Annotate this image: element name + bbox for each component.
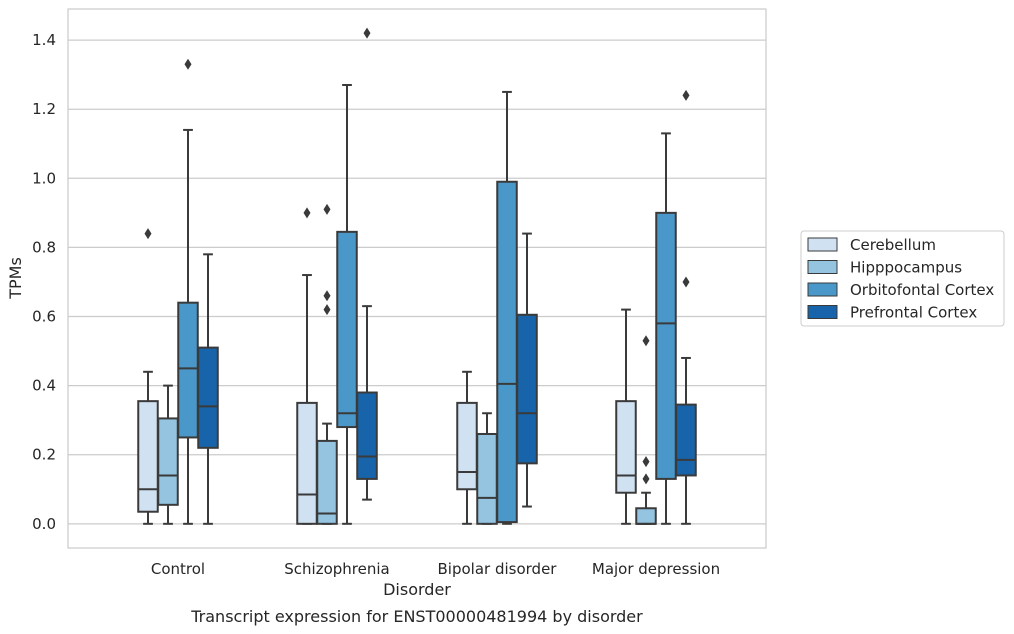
y-tick-label: 0.6 [32, 308, 56, 326]
box-iqr [456, 401, 478, 491]
outlier-point [642, 473, 650, 485]
box-iqr [316, 439, 338, 525]
legend-label: Prefrontal Cortex [850, 304, 977, 322]
outlier-point [184, 58, 192, 70]
x-tick-label: Bipolar disorder [438, 560, 558, 578]
legend: Cerebellum Hipppocampus Orbitofontal Corte… [800, 230, 1005, 327]
y-tick-label: 0.4 [32, 377, 56, 395]
box-3-3 [675, 89, 697, 525]
y-tick-label: 1.2 [32, 100, 56, 118]
box-1-3 [635, 335, 657, 525]
y-axis-label: TPMs [6, 257, 25, 300]
x-axis-ticks: Control Schizophrenia Bipolar disorder Majo… [151, 560, 720, 578]
box-2-1 [336, 84, 358, 525]
box-iqr [635, 507, 657, 525]
x-tick-label: Major depression [592, 560, 720, 578]
box-0-0 [137, 228, 159, 525]
series-group [157, 203, 657, 525]
x-tick-label: Control [151, 560, 205, 578]
box-2-3 [655, 132, 677, 525]
box-0-1 [296, 207, 318, 525]
legend-swatch [807, 260, 838, 274]
box-iqr [476, 432, 498, 525]
legend-swatch [807, 282, 838, 297]
box-3-0 [197, 253, 219, 525]
figure-caption: Transcript expression for ENST0000048199… [190, 607, 643, 626]
box-0-3 [615, 308, 637, 525]
box-iqr [675, 403, 697, 477]
box-iqr [296, 401, 318, 525]
x-axis-label: Disorder [383, 580, 451, 599]
box-iqr [336, 230, 358, 429]
box-iqr [356, 391, 378, 480]
outlier-point [323, 203, 331, 215]
legend-swatch [807, 305, 838, 319]
box-iqr [197, 346, 219, 449]
outlier-point [323, 304, 331, 316]
y-axis-ticks: 0.0 0.2 0.4 0.6 0.8 1.0 1.2 1.4 [32, 31, 56, 533]
outlier-point [323, 290, 331, 302]
box-iqr [655, 211, 677, 480]
box-iqr [157, 417, 179, 506]
series-group [137, 207, 637, 525]
y-tick-label: 0.8 [32, 238, 56, 256]
box-3-1 [356, 27, 378, 501]
y-tick-label: 0.0 [32, 515, 56, 533]
box-iqr [496, 180, 518, 524]
outlier-point [682, 276, 690, 288]
box-2-2 [496, 90, 518, 525]
outlier-point [303, 207, 311, 219]
series-group [197, 27, 697, 525]
box-1-1 [316, 203, 338, 525]
y-tick-label: 0.2 [32, 446, 56, 464]
box-1-0 [157, 384, 179, 525]
box-series [137, 27, 697, 525]
box-3-2 [516, 232, 538, 508]
box-iqr [137, 400, 159, 513]
legend-label: Orbitofontal Cortex [850, 281, 994, 299]
box-iqr [615, 400, 637, 494]
box-1-2 [476, 412, 498, 525]
outlier-point [642, 456, 650, 468]
series-group [177, 58, 677, 525]
outlier-point [642, 335, 650, 347]
box-iqr [177, 301, 199, 439]
x-tick-label: Schizophrenia [284, 560, 389, 578]
box-2-0 [177, 58, 199, 525]
legend-frame [800, 230, 1005, 327]
outlier-point [682, 89, 690, 101]
legend-label: Cerebellum [850, 236, 936, 254]
box-0-2 [456, 370, 478, 525]
y-tick-label: 1.4 [32, 31, 56, 49]
outlier-point [363, 27, 371, 39]
outlier-point [144, 228, 152, 240]
y-tick-label: 1.0 [32, 169, 56, 187]
plot-area-frame [67, 8, 767, 549]
box-iqr [516, 313, 538, 465]
legend-label: Hipppocampus [850, 259, 962, 277]
legend-swatch [807, 237, 838, 252]
